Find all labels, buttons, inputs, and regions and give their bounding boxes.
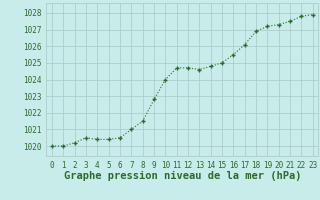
X-axis label: Graphe pression niveau de la mer (hPa): Graphe pression niveau de la mer (hPa) bbox=[64, 171, 301, 181]
